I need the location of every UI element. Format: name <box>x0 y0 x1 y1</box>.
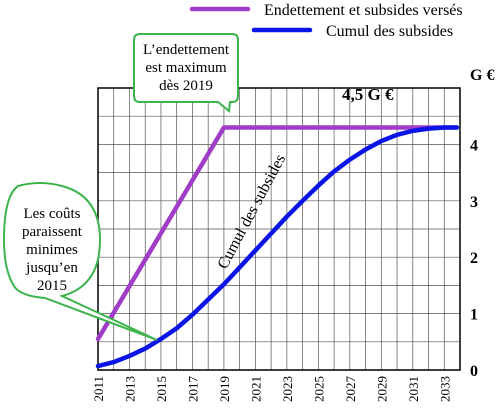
y-tick-label: 3 <box>470 194 478 211</box>
x-tick-label: 2013 <box>122 376 137 402</box>
callout-top-line-1: L’endettement <box>143 42 230 58</box>
x-tick-label: 2021 <box>248 376 263 402</box>
callout-left-line-5: 2015 <box>37 278 67 294</box>
callout-top-line-2: est maximum <box>145 60 227 76</box>
callout-left-line-4: jusqu’en <box>25 260 78 276</box>
grid <box>98 88 460 370</box>
callout-left-line-1: Les coûts <box>23 206 80 222</box>
x-tick-label: 2025 <box>311 376 326 402</box>
y-tick-label: 1 <box>470 307 478 324</box>
y-unit-label: G € <box>470 67 494 84</box>
callout-top-line-3: dès 2019 <box>159 78 213 94</box>
legend: Endettement et subsides versés Cumul des… <box>189 2 463 40</box>
x-tick-label: 2015 <box>154 376 169 402</box>
x-tick-label: 2027 <box>343 376 358 403</box>
x-tick-label: 2017 <box>185 376 200 403</box>
series-line-cumul <box>95 125 460 369</box>
callout-left-bubble <box>2 182 158 341</box>
series-line-endettement <box>95 125 460 342</box>
callout-top-bubble <box>133 33 239 113</box>
y-tick-label: 2 <box>470 250 478 267</box>
legend-label-cumul: Cumul des subsides <box>326 23 453 40</box>
x-tick-label: 2033 <box>437 376 452 402</box>
y-tick-label: 4 <box>470 137 478 154</box>
x-tick-label: 2023 <box>280 376 295 402</box>
x-tick-labels: 2011 2013 2015 2017 2019 2021 2023 2025 2027 2029… <box>91 376 452 403</box>
x-tick-label: 2031 <box>406 376 421 402</box>
callout-left-line-3: minimes <box>26 242 78 258</box>
x-tick-label: 2011 <box>91 376 106 402</box>
x-tick-label: 2029 <box>374 376 389 402</box>
legend-label-endettement: Endettement et subsides versés <box>264 2 463 19</box>
y-tick-labels: 0 1 2 3 4 <box>470 137 478 380</box>
x-tick-label: 2019 <box>217 376 232 402</box>
callout-left-line-2: paraissent <box>22 224 83 240</box>
y-tick-label: 0 <box>470 363 478 380</box>
max-value-annotation: 4,5 G € <box>342 85 394 104</box>
callout-top: L’endettement est maximum dès 2019 <box>133 33 239 113</box>
callout-left: Les coûts paraissent minimes jusqu’en 20… <box>2 182 158 341</box>
